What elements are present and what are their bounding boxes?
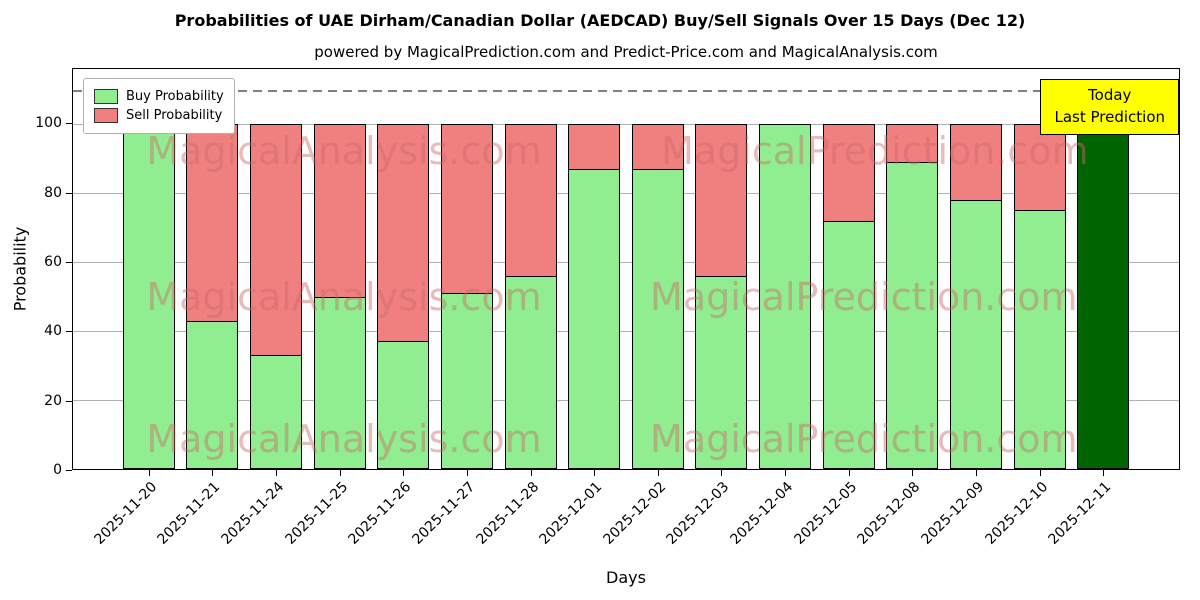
- watermark-text: MagicalPrediction.com: [661, 129, 1089, 173]
- x-tick-mark: [339, 470, 341, 476]
- x-tick-mark: [912, 470, 914, 476]
- plot-area: Buy Probability Sell Probability Today L…: [72, 68, 1180, 470]
- x-tick-mark: [148, 470, 150, 476]
- y-tick-mark: [66, 192, 72, 194]
- x-tick-mark: [403, 470, 405, 476]
- bar-buy-2025-11-26: [377, 341, 430, 469]
- bar-sell-2025-12-05: [822, 124, 875, 222]
- watermark-text: MagicalPrediction.com: [650, 275, 1078, 319]
- bar-buy-2025-12-11: [1077, 124, 1130, 469]
- bar-sell-2025-12-02: [631, 124, 684, 170]
- watermark-text: MagicalPrediction.com: [650, 417, 1078, 461]
- watermark-text: MagicalAnalysis.com: [146, 129, 542, 173]
- bar-buy-2025-12-05: [822, 220, 875, 469]
- sell-probability-swatch: [94, 108, 118, 123]
- y-tick-label: 80: [44, 184, 62, 201]
- chart-subtitle: powered by MagicalPrediction.com and Pre…: [314, 43, 938, 61]
- x-tick-mark: [466, 470, 468, 476]
- gridline-y-60: [73, 262, 1179, 264]
- gridline-y-20: [73, 400, 1179, 402]
- bar-buy-2025-12-04: [759, 124, 812, 469]
- y-tick-label: 100: [35, 115, 62, 132]
- x-tick-mark: [657, 470, 659, 476]
- bar-sell-2025-12-03: [695, 124, 748, 277]
- x-tick-mark: [1039, 470, 1041, 476]
- bar-buy-2025-11-20: [122, 124, 175, 469]
- bar-buy-2025-12-09: [950, 200, 1002, 469]
- bar-sell-2025-11-24: [250, 124, 302, 357]
- today-annotation: Today Last Prediction: [1040, 79, 1179, 135]
- bar-buy-2025-12-03: [695, 275, 748, 469]
- bar-sell-2025-12-01: [568, 124, 621, 170]
- y-tick-mark: [66, 262, 72, 264]
- x-tick-mark: [785, 470, 787, 476]
- x-tick-mark: [212, 470, 214, 476]
- chart-title: Probabilities of UAE Dirham/Canadian Dol…: [174, 11, 1026, 30]
- annotation-line-2: Last Prediction: [1054, 107, 1165, 126]
- bar-buy-2025-11-25: [313, 296, 366, 469]
- x-tick-mark: [848, 470, 850, 476]
- bar-sell-2025-12-08: [886, 124, 939, 164]
- gridline-y-100: [73, 124, 1179, 126]
- legend-item-buy: Buy Probability: [94, 89, 224, 104]
- gridline-y-40: [73, 331, 1179, 333]
- bar-sell-2025-12-09: [950, 124, 1002, 202]
- x-tick-mark: [976, 470, 977, 476]
- x-tick-mark: [594, 470, 596, 476]
- bar-sell-2025-11-25: [313, 124, 366, 298]
- bar-buy-2025-12-08: [886, 162, 939, 469]
- bar-buy-2025-11-24: [250, 355, 302, 469]
- x-tick-mark: [721, 470, 723, 476]
- legend-label-sell: Sell Probability: [126, 108, 223, 123]
- bar-sell-2025-11-28: [504, 124, 557, 277]
- x-axis-label: Days: [606, 568, 646, 587]
- y-tick-mark: [66, 400, 72, 402]
- legend: Buy Probability Sell Probability: [83, 78, 235, 134]
- y-tick-label: 40: [44, 323, 62, 340]
- x-tick-mark: [1103, 470, 1105, 476]
- y-tick-label: 60: [44, 254, 62, 271]
- y-tick-mark: [66, 123, 72, 125]
- bar-buy-2025-11-28: [504, 275, 557, 469]
- watermark-text: MagicalAnalysis.com: [146, 275, 542, 319]
- bar-buy-2025-12-01: [568, 169, 621, 469]
- annotation-line-1: Today: [1088, 86, 1132, 104]
- y-tick-label: 0: [53, 462, 62, 478]
- y-tick-mark: [66, 470, 72, 471]
- legend-item-sell: Sell Probability: [94, 108, 224, 123]
- bar-buy-2025-11-21: [186, 320, 239, 469]
- bar-buy-2025-12-10: [1013, 210, 1066, 469]
- bar-sell-2025-12-10: [1013, 124, 1066, 212]
- threshold-dashed-line: [73, 89, 1179, 92]
- bar-sell-2025-11-27: [440, 124, 493, 295]
- y-tick-label: 20: [44, 392, 62, 409]
- gridline-y-80: [73, 193, 1179, 195]
- x-tick-mark: [276, 470, 277, 476]
- bar-buy-2025-11-27: [440, 293, 493, 469]
- y-tick-mark: [66, 331, 72, 333]
- watermark-text: MagicalAnalysis.com: [146, 417, 542, 461]
- buy-probability-swatch: [94, 89, 118, 104]
- x-tick-mark: [530, 470, 532, 476]
- legend-label-buy: Buy Probability: [126, 89, 224, 104]
- bar-buy-2025-12-02: [631, 169, 684, 469]
- bar-sell-2025-11-26: [377, 124, 430, 343]
